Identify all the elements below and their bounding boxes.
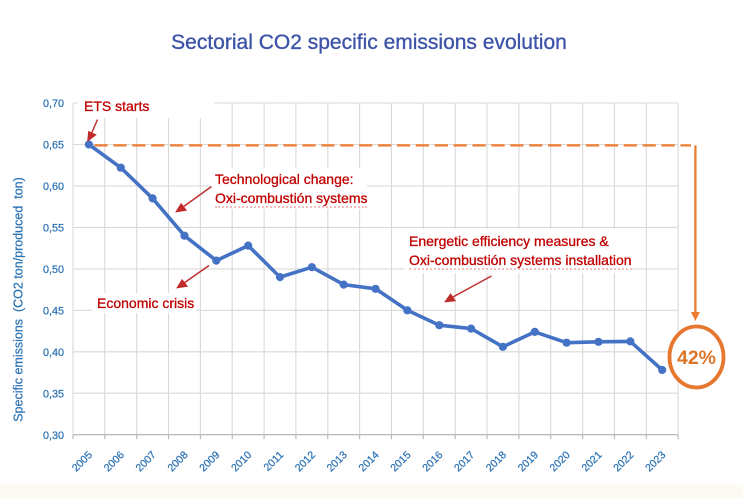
svg-text:2018: 2018 bbox=[484, 449, 509, 474]
svg-text:2011: 2011 bbox=[262, 449, 287, 474]
svg-text:2023: 2023 bbox=[643, 449, 668, 474]
svg-text:2012: 2012 bbox=[293, 449, 318, 474]
svg-text:2022: 2022 bbox=[611, 449, 636, 474]
svg-text:0,65: 0,65 bbox=[43, 140, 64, 152]
svg-text:0,35: 0,35 bbox=[43, 388, 64, 400]
svg-text:2008: 2008 bbox=[165, 449, 190, 474]
svg-text:0,40: 0,40 bbox=[43, 347, 64, 359]
svg-text:2016: 2016 bbox=[420, 449, 445, 474]
svg-text:0,70: 0,70 bbox=[43, 98, 64, 110]
svg-text:0,30: 0,30 bbox=[43, 430, 64, 442]
svg-text:0,45: 0,45 bbox=[43, 306, 64, 318]
svg-text:2019: 2019 bbox=[516, 449, 541, 474]
svg-text:2010: 2010 bbox=[229, 449, 254, 474]
svg-text:2005: 2005 bbox=[70, 449, 95, 474]
svg-text:2013: 2013 bbox=[325, 449, 350, 474]
svg-text:2014: 2014 bbox=[357, 449, 382, 474]
svg-text:0,60: 0,60 bbox=[43, 181, 64, 193]
svg-text:0,50: 0,50 bbox=[43, 264, 64, 276]
svg-text:2020: 2020 bbox=[548, 449, 573, 474]
svg-text:2006: 2006 bbox=[102, 449, 127, 474]
svg-text:0,55: 0,55 bbox=[43, 223, 64, 235]
svg-text:2021: 2021 bbox=[579, 449, 604, 474]
svg-text:2015: 2015 bbox=[388, 449, 413, 474]
svg-text:2007: 2007 bbox=[134, 449, 159, 474]
svg-text:2017: 2017 bbox=[452, 449, 477, 474]
svg-text:2009: 2009 bbox=[197, 449, 222, 474]
svg-text:42%: 42% bbox=[677, 347, 716, 369]
svg-text:Specific emissions (CO2 ton/p: Specific emissions (CO2 ton/produced ton… bbox=[12, 177, 26, 422]
